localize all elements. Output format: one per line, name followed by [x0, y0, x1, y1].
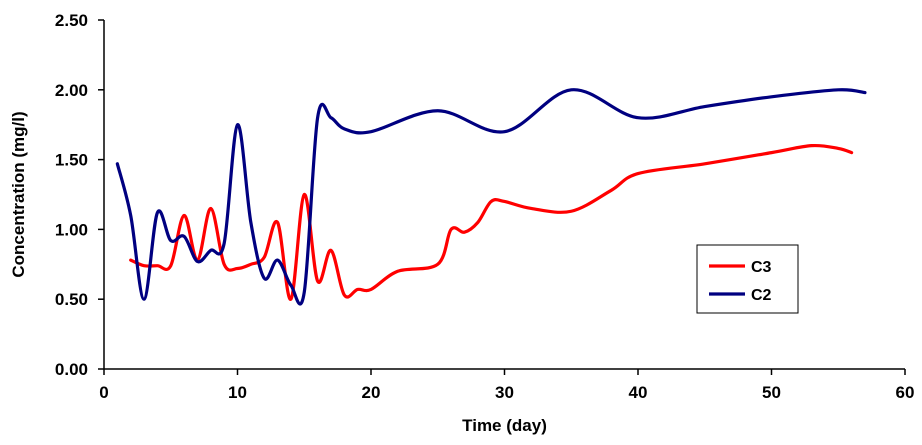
y-tick-label: 0.00 [55, 360, 88, 379]
x-tick-label: 50 [762, 383, 781, 402]
y-axis-ticks: 0.00 0.50 1.00 1.50 2.00 2.50 [55, 11, 104, 379]
legend-label-c3: C3 [751, 259, 772, 276]
x-tick-label: 10 [228, 383, 247, 402]
series-line-c3 [129, 143, 854, 301]
x-axis-title: Time (day) [462, 416, 547, 435]
y-tick-label: 2.50 [55, 11, 88, 30]
x-tick-label: 20 [362, 383, 381, 402]
y-axis-title: Concentration (mg/l) [9, 111, 28, 277]
y-tick-label: 1.00 [55, 220, 88, 239]
x-axis-ticks: 0 10 20 30 40 50 60 [99, 369, 914, 402]
legend-box [696, 244, 799, 314]
x-tick-label: 60 [896, 383, 915, 402]
legend-label-c2: C2 [751, 287, 772, 304]
legend: C3 C2 [696, 244, 799, 314]
plot-area: 0 10 20 30 40 50 60 0.00 0.50 1.00 1.50 2.00 2.50 [55, 11, 915, 402]
y-tick-label: 1.50 [55, 151, 88, 170]
y-tick-label: 0.50 [55, 290, 88, 309]
legend-items: C3 C2 [709, 259, 772, 304]
series-line-c2 [115, 88, 867, 306]
x-tick-label: 0 [99, 383, 108, 402]
series-layer [115, 88, 867, 306]
y-tick-label: 2.00 [55, 81, 88, 100]
x-tick-label: 30 [495, 383, 514, 402]
x-tick-label: 40 [629, 383, 648, 402]
